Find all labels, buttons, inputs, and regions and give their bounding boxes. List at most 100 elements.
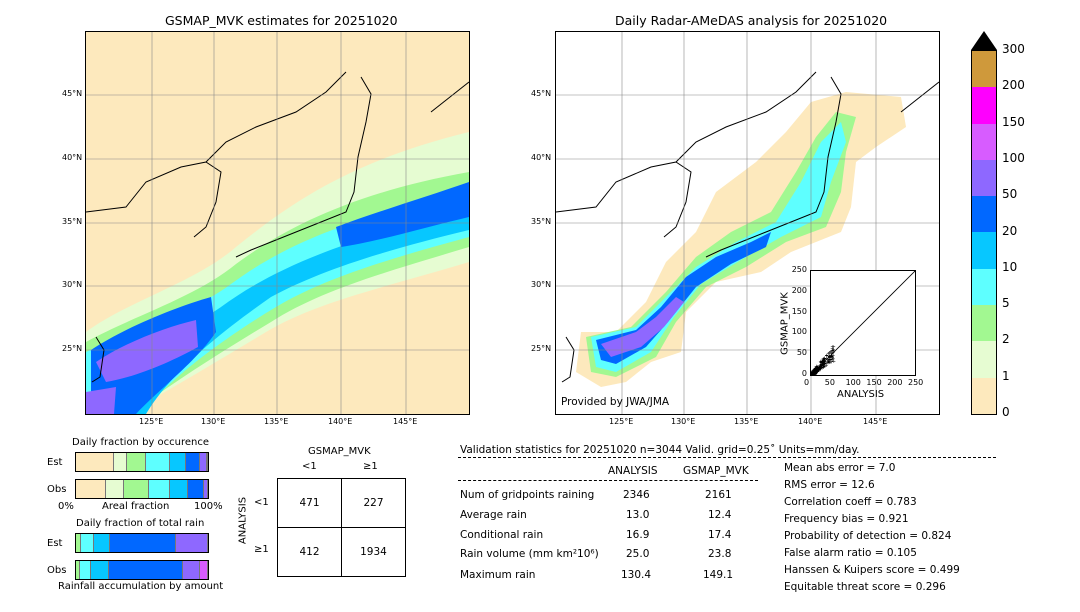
scatter-point: + — [816, 365, 820, 371]
scatter-ytick: 150 — [791, 306, 807, 316]
colorbar-tick-label: 50 — [1002, 187, 1018, 202]
scatter-xtick: 0 — [804, 378, 810, 387]
scatter-point: + — [821, 359, 825, 365]
scatter-point: + — [814, 368, 818, 374]
scatter-point: + — [817, 367, 821, 373]
scatter-point: + — [814, 369, 818, 375]
contingency-row-lt1: <1 — [254, 497, 269, 508]
scatter-point: + — [829, 353, 833, 359]
scatter-point: + — [820, 362, 824, 368]
scatter-point: + — [817, 366, 821, 372]
cell-lt1-lt1: 471 — [277, 478, 342, 528]
scatter-point: + — [822, 356, 826, 362]
bar-segment — [76, 534, 82, 552]
scatter-point: + — [822, 357, 826, 363]
scatter-point: + — [813, 367, 817, 373]
scatter-point: + — [829, 353, 833, 359]
scatter-point: + — [811, 369, 815, 375]
bar-segment — [110, 534, 177, 552]
row-label: Rain volume (mm km²10⁶) — [460, 548, 599, 560]
scatter-point: + — [830, 351, 834, 357]
scatter-point: + — [832, 359, 836, 365]
contingency-col-ge1: ≥1 — [363, 461, 378, 472]
scatter-point: + — [831, 347, 835, 353]
row-gsmap: 12.4 — [708, 509, 732, 521]
scatter-point: + — [814, 370, 818, 375]
right-lat-45: 45°N — [531, 89, 552, 98]
scatter-point: + — [811, 371, 813, 375]
scatter-point: + — [831, 349, 835, 355]
occurrence-title: Daily fraction by occurence — [72, 437, 210, 448]
left-map-grid — [86, 32, 469, 414]
scatter-point: + — [811, 372, 814, 375]
left-lon-140: 140°E — [328, 417, 353, 426]
scatter-point: + — [828, 357, 832, 363]
colorbar-tick-label: 200 — [1002, 78, 1025, 93]
bar-segment — [169, 480, 189, 498]
contingency-col-lt1: <1 — [302, 461, 317, 472]
scatter-point: + — [821, 358, 825, 364]
scatter-point: + — [828, 350, 832, 356]
scatter-point: + — [811, 372, 814, 375]
left-lon-125: 125°E — [139, 417, 164, 426]
coastline-sakhalin — [430, 81, 469, 113]
scatter-point: + — [820, 365, 824, 371]
bar-segment — [123, 480, 149, 498]
bar-segment — [188, 480, 204, 498]
scatter-point: + — [825, 353, 829, 359]
scatter-point: + — [821, 361, 825, 367]
score-line: RMS error = 12.6 — [784, 479, 875, 491]
scatter-point: + — [830, 348, 834, 354]
scatter-point: + — [822, 362, 826, 368]
left-lat-40: 40°N — [62, 153, 83, 162]
row-gsmap: 17.4 — [708, 529, 732, 541]
scatter-point: + — [811, 371, 813, 375]
scatter-points: +++ ++++++++++++++++++++++++++ +++++++++++… — [809, 344, 836, 379]
scatter-point: + — [811, 370, 815, 375]
scatter-point: + — [815, 368, 819, 374]
scatter-point: + — [813, 369, 817, 375]
scatter-point: + — [813, 367, 817, 373]
col-gsmap: GSMAP_MVK — [683, 465, 749, 477]
scatter-point: + — [814, 367, 818, 373]
scatter-point: + — [813, 368, 817, 374]
scatter-point: + — [814, 367, 818, 373]
scatter-point: + — [829, 350, 833, 356]
right-lon-140: 140°E — [798, 417, 823, 426]
scatter-point: + — [819, 364, 823, 370]
scatter-point: + — [822, 361, 826, 367]
bar-segment — [148, 480, 170, 498]
bar-segment — [145, 453, 170, 471]
validation-divider — [458, 457, 996, 458]
scatter-point: + — [814, 367, 818, 373]
scatter-point: + — [817, 366, 821, 372]
scatter-point: + — [821, 365, 825, 371]
scatter-point: + — [821, 363, 825, 369]
bar-segment — [79, 561, 91, 579]
scatter-point: + — [821, 364, 825, 370]
colorbar-segment — [972, 305, 996, 342]
score-line: Hanssen & Kuipers score = 0.499 — [784, 564, 960, 576]
coastline-sakhalin — [900, 81, 939, 113]
col-analysis: ANALYSIS — [608, 465, 658, 477]
scatter-point: + — [822, 360, 826, 366]
row-label: Maximum rain — [460, 569, 536, 581]
scatter-point: + — [813, 366, 817, 372]
scatter-point: + — [821, 357, 825, 363]
bar-segment — [182, 561, 201, 579]
colorbar-segment — [972, 232, 996, 269]
scatter-point: + — [819, 364, 823, 370]
left-map-svg — [86, 32, 469, 414]
scatter-ytick: 50 — [796, 348, 807, 358]
contingency-table: 471 227 412 1934 — [277, 478, 406, 577]
right-lon-135: 135°E — [734, 417, 759, 426]
scatter-point: + — [831, 353, 835, 359]
scatter-point: + — [811, 371, 813, 375]
scatter-point: + — [826, 357, 830, 363]
scatter-point: + — [815, 366, 819, 372]
scatter-point: + — [818, 363, 822, 369]
scatter-point: + — [829, 360, 833, 366]
bar-segment — [81, 534, 95, 552]
bar-segment — [206, 453, 208, 471]
scatter-point: + — [811, 371, 813, 375]
